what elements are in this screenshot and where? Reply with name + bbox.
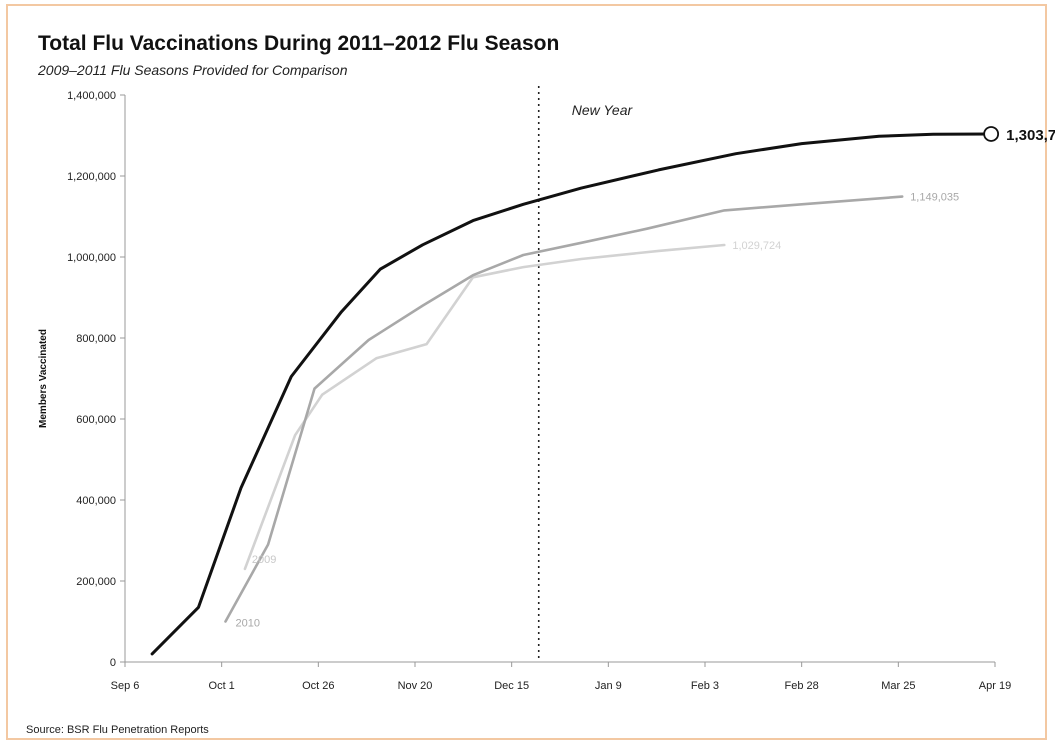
x-tick-label: Mar 25: [881, 680, 915, 692]
x-tick-label: Nov 20: [398, 680, 433, 692]
y-tick-label: 800,000: [76, 333, 116, 345]
end-marker: [984, 127, 998, 141]
series-line-2009: [245, 245, 724, 569]
x-tick-label: Jan 9: [595, 680, 622, 692]
new-year-label: New Year: [572, 102, 634, 118]
y-tick-label: 0: [110, 657, 116, 669]
end-value-label: 1,303,766: [1006, 127, 1055, 144]
y-tick-label: 1,200,000: [67, 171, 116, 183]
y-axis-title: Members Vaccinated: [38, 329, 49, 428]
y-tick-label: 400,000: [76, 495, 116, 507]
end-value-label: 1,149,035: [910, 192, 959, 204]
series-line-current: [152, 134, 991, 654]
x-tick-label: Sep 6: [111, 680, 140, 692]
x-tick-label: Oct 26: [302, 680, 334, 692]
x-tick-label: Apr 19: [979, 680, 1011, 692]
y-tick-label: 1,000,000: [67, 252, 116, 264]
x-tick-label: Feb 3: [691, 680, 719, 692]
series-name-label: 2009: [252, 554, 276, 566]
x-tick-label: Dec 15: [494, 680, 529, 692]
end-value-label: 1,029,724: [732, 240, 781, 252]
x-tick-label: Feb 28: [785, 680, 819, 692]
y-tick-label: 1,400,000: [67, 90, 116, 102]
x-tick-label: Oct 1: [209, 680, 235, 692]
y-tick-label: 200,000: [76, 576, 116, 588]
series-name-label: 2010: [236, 618, 260, 630]
y-tick-label: 600,000: [76, 414, 116, 426]
